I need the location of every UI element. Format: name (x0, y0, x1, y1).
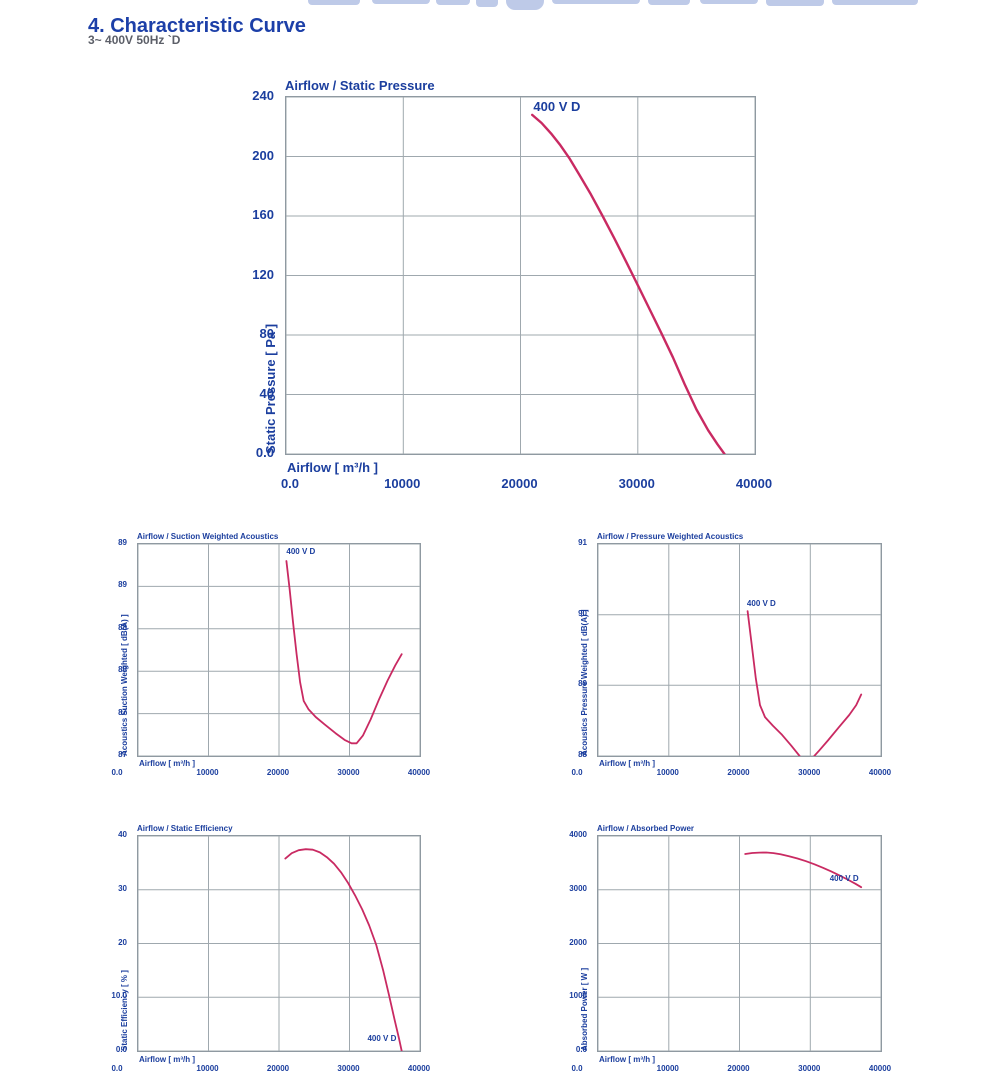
x-tick-label: 10000 (196, 768, 219, 777)
y-tick-label: 88 (118, 622, 127, 632)
x-tick-label: 10000 (196, 1064, 219, 1073)
x-tick-label: 30000 (618, 476, 655, 491)
y-tick-label: 40 (118, 830, 127, 839)
x-axis-label: Airflow [ m³/h ] (139, 759, 195, 768)
watermark-fragment (552, 0, 640, 4)
watermark-fragment (766, 0, 824, 6)
plot-area: 400 V D (285, 96, 756, 455)
x-tick-label: 20000 (727, 768, 750, 777)
series-label: 400 V D (367, 1033, 397, 1043)
watermark-fragment (700, 0, 758, 4)
x-tick-label: 0.0 (571, 768, 583, 777)
x-tick-label: 30000 (337, 768, 360, 777)
plot-area: 400 V D (597, 835, 882, 1052)
y-tick-label: 0.0 (115, 1045, 127, 1054)
y-tick-label: 240 (252, 88, 274, 103)
y-axis-label: Static Efficiency [ % ] (120, 970, 129, 1051)
series-label: 400 V D (286, 547, 316, 557)
curve (530, 113, 726, 454)
y-tick-label: 40 (259, 385, 274, 401)
watermark-fragment (506, 0, 544, 10)
page-title: 4. Characteristic Curve (88, 15, 306, 38)
x-tick-label: 40000 (868, 768, 892, 777)
curve (744, 851, 863, 889)
watermark-fragment (648, 0, 690, 5)
x-tick-label: 20000 (501, 476, 538, 491)
y-tick-label: 30 (118, 883, 127, 893)
y-tick-label: 90 (578, 608, 587, 618)
curve (285, 560, 403, 745)
x-tick-label: 20000 (266, 768, 290, 777)
y-tick-label: 80 (259, 326, 274, 341)
watermark-fragment (476, 0, 498, 7)
chart-title: Airflow / Static Pressure (285, 78, 435, 93)
y-tick-label: 2000 (569, 937, 587, 947)
y-tick-label: 87 (118, 707, 127, 717)
x-tick-label: 10000 (384, 476, 421, 491)
y-tick-label: 1000 (569, 991, 587, 1001)
x-tick-label: 20000 (266, 1064, 290, 1073)
chart-title: Airflow / Absorbed Power (597, 824, 695, 833)
y-tick-label: 10.0 (111, 991, 127, 1001)
curve (284, 848, 403, 1051)
watermark-fragment (436, 0, 470, 5)
y-tick-label: 120 (252, 266, 274, 282)
y-tick-label: 200 (252, 147, 274, 163)
x-tick-label: 40000 (407, 768, 431, 777)
plot-canvas (598, 836, 881, 1051)
x-axis-label: Airflow [ m³/h ] (599, 759, 655, 768)
plot-area: 400 V D (597, 543, 882, 757)
watermark-fragment (308, 0, 360, 5)
y-tick-label: 160 (252, 207, 274, 222)
x-tick-label: 10000 (656, 768, 679, 777)
chart-title: Airflow / Static Efficiency (137, 824, 233, 833)
plot-canvas (286, 97, 755, 454)
y-axis-label: Absorbed Power [ W ] (580, 967, 589, 1051)
x-tick-label: 30000 (798, 1064, 821, 1073)
y-tick-label: 20 (118, 937, 127, 947)
x-axis-label: Airflow [ m³/h ] (287, 460, 378, 475)
page-subtitle: 3~ 400V 50Hz `D (88, 33, 181, 47)
y-tick-label: 0.0 (255, 445, 274, 460)
x-tick-label: 40000 (868, 1064, 892, 1073)
x-axis-label: Airflow [ m³/h ] (599, 1055, 655, 1064)
y-tick-label: 88 (578, 750, 587, 759)
curve (746, 610, 863, 756)
x-tick-label: 0.0 (571, 1064, 583, 1073)
plot-canvas (598, 544, 881, 756)
series-label: 400 V D (829, 874, 859, 884)
y-tick-label: 89 (118, 538, 127, 547)
x-tick-label: 30000 (337, 1064, 360, 1073)
x-tick-label: 30000 (798, 768, 821, 777)
watermark-fragment (372, 0, 430, 4)
x-tick-label: 0.0 (111, 768, 123, 777)
x-tick-label: 0.0 (280, 476, 300, 491)
y-tick-label: 3000 (569, 883, 587, 893)
y-tick-label: 89 (578, 679, 587, 689)
y-tick-label: 89 (118, 580, 127, 590)
x-tick-label: 40000 (735, 476, 773, 491)
x-tick-label: 0.0 (111, 1064, 123, 1073)
y-tick-label: 4000 (569, 830, 587, 839)
plot-canvas (138, 544, 420, 756)
y-axis-label: Acoustics Suction Weighted [ dB(A) ] (120, 614, 129, 756)
x-tick-label: 40000 (407, 1064, 431, 1073)
watermark-fragment (832, 0, 918, 5)
plot-area: 400 V D (137, 543, 421, 757)
y-tick-label: 0.0 (575, 1045, 587, 1054)
x-axis-label: Airflow [ m³/h ] (139, 1055, 195, 1064)
x-tick-label: 10000 (656, 1064, 679, 1073)
plot-canvas (138, 836, 420, 1051)
chart-title: Airflow / Suction Weighted Acoustics (137, 532, 279, 541)
y-tick-label: 91 (578, 538, 587, 547)
x-tick-label: 20000 (727, 1064, 750, 1073)
chart-title: Airflow / Pressure Weighted Acoustics (597, 532, 744, 541)
y-tick-label: 87 (118, 750, 127, 759)
plot-area: 400 V D (137, 835, 421, 1052)
series-label: 400 V D (533, 98, 581, 114)
y-tick-label: 88 (118, 665, 127, 675)
series-label: 400 V D (746, 599, 776, 609)
